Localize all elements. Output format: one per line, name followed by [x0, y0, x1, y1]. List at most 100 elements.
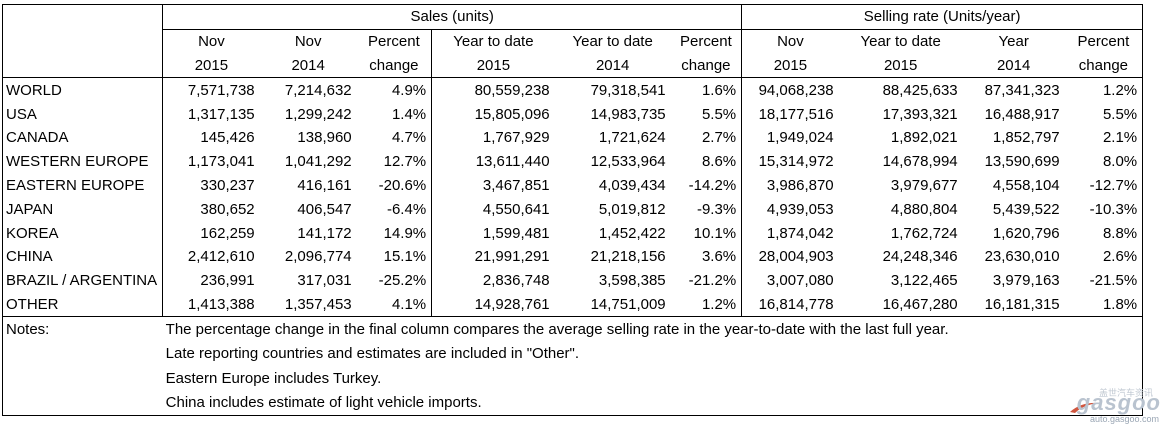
table-cell: 4.9%	[356, 77, 433, 103]
table-cell: 1,874,042	[766, 224, 834, 242]
table-cell: 2.6%	[1064, 244, 1144, 269]
table-cell: -9.3%	[670, 197, 743, 222]
col-header: 2015	[431, 53, 555, 79]
table-cell: 1,599,481	[482, 224, 550, 242]
table-cell: 4,039,434	[598, 176, 666, 194]
col-header: Percent	[356, 29, 433, 54]
col-header: Year to date	[453, 33, 534, 51]
table-row: EASTERN EUROPE 330,237 416,161 -20.6% 3,467,…	[1, 173, 1144, 198]
table-row: CANADA 145,426 138,960 4.7% 1,767,929 1,721,6…	[1, 125, 1144, 150]
table-cell: 4,550,641	[482, 200, 550, 218]
table-cell: 1,767,929	[482, 129, 550, 147]
table-cell: 14.9%	[356, 221, 433, 245]
table-cell: 80,559,238	[474, 81, 550, 99]
table-cell: 18,177,516	[758, 105, 834, 123]
group-header-row: Sales (units) Selling rate (Units/year)	[1, 4, 1144, 30]
note-line: Eastern Europe includes Turkey.	[162, 365, 1144, 391]
table-cell: 15.1%	[356, 244, 433, 269]
table-cell: 317,031	[297, 272, 352, 290]
table-cell: 1,949,024	[766, 129, 834, 147]
table-cell: 4,880,804	[890, 200, 958, 218]
table-body: WORLD 7,571,738 7,214,632 4.9% 80,559,238 79,…	[1, 77, 1144, 317]
table-cell: 7,571,738	[187, 81, 255, 99]
note-line: China includes estimate of light vehicle…	[162, 390, 1144, 416]
table-cell: 145,426	[200, 129, 255, 147]
table-row: JAPAN 380,652 406,547 -6.4% 4,550,641 5,019,8…	[1, 197, 1144, 222]
notes-label: Notes:	[1, 316, 163, 342]
col-header: 2014	[259, 53, 357, 79]
table-cell: 2,096,774	[284, 248, 352, 266]
table-row: KOREA 162,259 141,172 14.9% 1,599,481 1,452,4…	[1, 221, 1144, 245]
table-cell: -20.6%	[356, 173, 433, 198]
table-cell: 28,004,903	[758, 248, 834, 266]
col-header: Year to date	[572, 33, 653, 51]
table-cell: 16,814,778	[758, 295, 834, 313]
rate-group-header: Selling rate (Units/year)	[741, 4, 1144, 30]
table-cell: 8.0%	[1064, 149, 1144, 174]
gasgoo-watermark: 盖世汽车资讯 gasgoo auto.gasgoo.com	[1069, 386, 1161, 424]
col-header: change	[356, 53, 433, 79]
table-cell: 3,979,163	[992, 272, 1060, 290]
note-line: Late reporting countries and estimates a…	[162, 341, 1144, 366]
table-row: CHINA 2,412,610 2,096,774 15.1% 21,991,291 21…	[1, 244, 1144, 269]
table-cell: 138,960	[297, 129, 352, 147]
table-cell: 2.1%	[1064, 125, 1144, 150]
table-cell: 5.5%	[1064, 102, 1144, 126]
table-cell: 3,598,385	[598, 272, 666, 290]
table-cell: 16,181,315	[984, 295, 1060, 313]
table-cell: 14,751,009	[590, 295, 666, 313]
table-cell: 10.1%	[670, 221, 743, 245]
table-cell: 141,172	[297, 224, 352, 242]
table-cell: -14.2%	[670, 173, 743, 198]
sales-table: Sales (units) Selling rate (Units/year) …	[1, 4, 1144, 416]
table-cell: 1.4%	[356, 102, 433, 126]
col-header: Nov	[777, 33, 804, 51]
table-cell: 416,161	[297, 176, 352, 194]
table-cell: 162,259	[200, 224, 255, 242]
table-cell: 236,991	[200, 272, 255, 290]
table-cell: 16,488,917	[984, 105, 1060, 123]
note-line: The percentage change in the final colum…	[162, 316, 1144, 342]
table-cell: 13,611,440	[475, 153, 550, 171]
table-cell: 1,041,292	[284, 153, 352, 171]
table-cell: 3,007,080	[766, 272, 834, 290]
table-cell: 5,439,522	[992, 200, 1060, 218]
notes-row: China includes estimate of light vehicle…	[1, 390, 1144, 416]
col-header: Percent	[1064, 29, 1144, 54]
table-cell: 380,652	[200, 200, 255, 218]
region-label: BRAZIL / ARGENTINA	[1, 268, 164, 293]
watermark-brand: gasgoo	[1076, 390, 1161, 415]
table-cell: 3,467,851	[482, 176, 550, 194]
table-cell: 1.8%	[1064, 292, 1144, 317]
col-header: 2015	[741, 53, 839, 79]
swoosh-icon	[1070, 402, 1098, 413]
table-cell: 12,533,964	[590, 153, 666, 171]
table-cell: 1.2%	[1064, 77, 1144, 103]
table-cell: 5,019,812	[598, 200, 666, 218]
table-cell: 12.7%	[356, 149, 433, 174]
table-cell: 5.5%	[670, 102, 743, 126]
table-cell: 2,836,748	[482, 272, 550, 290]
table-cell: 1,299,242	[284, 105, 352, 123]
table-cell: 4.7%	[356, 125, 433, 150]
table-cell: 79,318,541	[590, 81, 666, 99]
region-label: CANADA	[1, 125, 164, 150]
table-cell: 13,590,699	[984, 153, 1060, 171]
table-cell: 1,357,453	[284, 295, 352, 313]
table-cell: 4,939,053	[766, 200, 834, 218]
table-cell: 21,991,291	[474, 248, 550, 266]
table-cell: -6.4%	[356, 197, 433, 222]
table-cell: 94,068,238	[758, 81, 834, 99]
col-header: Year	[998, 33, 1029, 51]
col-header: change	[670, 53, 743, 79]
table-row: WORLD 7,571,738 7,214,632 4.9% 80,559,238 79,…	[1, 77, 1144, 103]
sales-group-header: Sales (units)	[162, 4, 743, 30]
region-label: WESTERN EUROPE	[1, 149, 164, 174]
table-cell: 8.8%	[1064, 221, 1144, 245]
col-header: Percent	[670, 29, 743, 54]
table-cell: 1,452,422	[598, 224, 666, 242]
table-cell: 1,852,797	[992, 129, 1060, 147]
table-cell: -10.3%	[1064, 197, 1144, 222]
table-cell: 1,762,724	[890, 224, 958, 242]
watermark-url: auto.gasgoo.com	[1089, 414, 1159, 424]
